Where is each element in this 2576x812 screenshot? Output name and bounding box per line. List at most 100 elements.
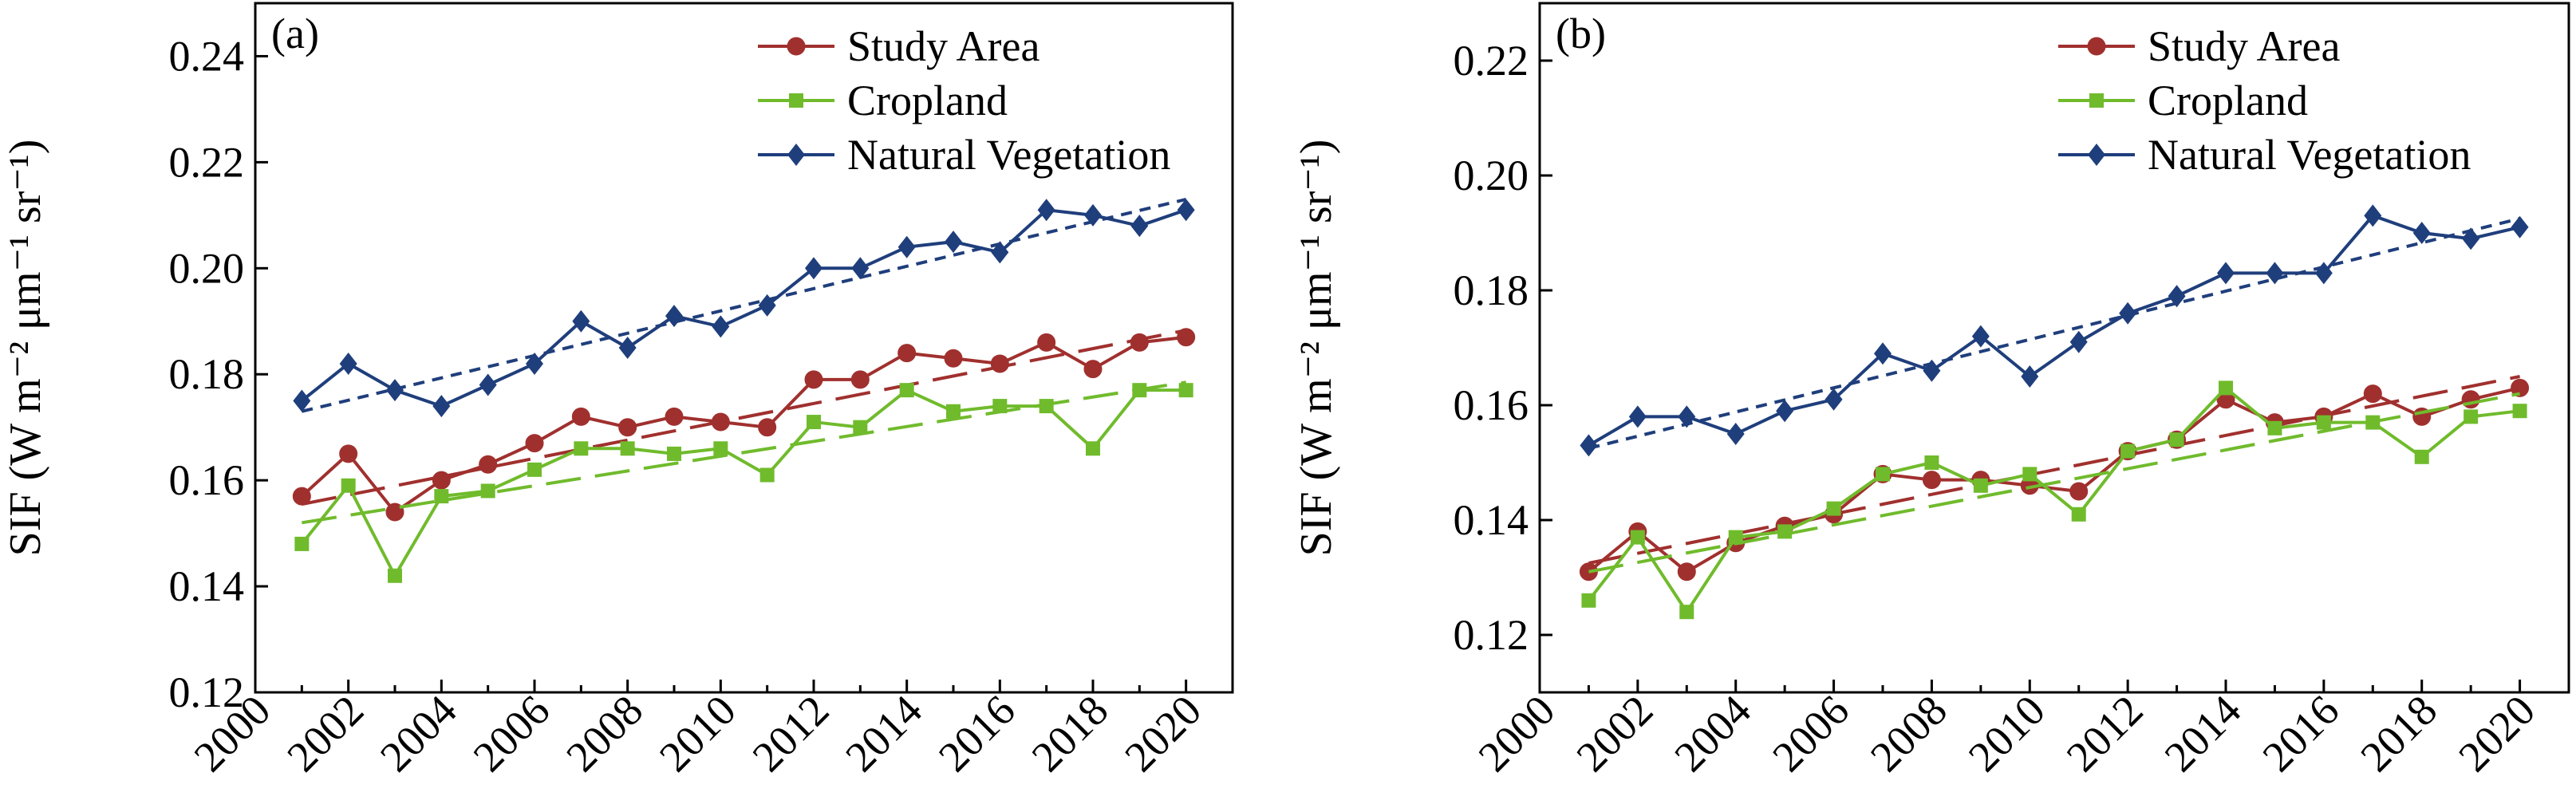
data-point-square <box>620 441 635 456</box>
x-tick-label: 2002 <box>278 686 373 781</box>
data-point-diamond <box>2462 227 2480 250</box>
data-point-diamond <box>339 352 357 375</box>
data-point-circle <box>618 418 637 437</box>
data-point-circle <box>1083 360 1103 379</box>
data-point-square <box>1086 441 1100 456</box>
y-tick-label: 0.12 <box>1454 611 1529 659</box>
data-point-square <box>713 441 728 456</box>
y-tick-label: 0.20 <box>169 244 245 292</box>
legend-label: Natural Vegetation <box>847 131 1170 179</box>
y-tick-label: 0.14 <box>1454 496 1529 544</box>
trend-line <box>1588 392 2520 574</box>
plot-frame <box>254 2 1234 694</box>
data-point-circle <box>479 455 498 474</box>
data-point-square <box>992 399 1008 414</box>
y-axis-title: SIF (W m⁻² μm⁻¹ sr⁻¹) <box>1 140 50 557</box>
data-point-square <box>434 489 449 504</box>
data-point-diamond <box>1628 405 1647 428</box>
y-tick-label: 0.22 <box>1454 37 1529 85</box>
data-point-circle <box>2069 482 2089 501</box>
x-tick-label: 2006 <box>1763 686 1858 781</box>
data-point-circle <box>1922 471 1941 490</box>
data-point-square <box>2512 404 2527 419</box>
data-point-square <box>1924 455 1939 470</box>
data-point-diamond <box>572 309 590 333</box>
data-point-square <box>1630 530 1645 545</box>
data-point-diamond <box>2412 222 2431 244</box>
y-axis-title: SIF (W m⁻² μm⁻¹ sr⁻¹) <box>1292 140 1341 557</box>
trend-line <box>1588 375 2520 565</box>
data-point-square <box>2316 415 2331 430</box>
x-tick-label: 2008 <box>557 686 652 781</box>
data-point-diamond <box>1678 405 1696 428</box>
data-point-square <box>946 404 961 419</box>
legend-label: Natural Vegetation <box>2148 131 2471 179</box>
y-tick-label: 0.12 <box>169 668 245 716</box>
data-point-circle <box>850 370 870 389</box>
data-point-circle <box>665 407 684 426</box>
data-point-square <box>789 93 803 108</box>
data-point-square <box>2071 507 2086 522</box>
data-point-circle <box>525 434 544 453</box>
data-point-circle <box>292 487 311 506</box>
legend-label: Cropland <box>2148 77 2308 124</box>
x-tick-label: 2012 <box>2057 686 2152 781</box>
x-tick-label: 2000 <box>1469 686 1564 781</box>
data-point-square <box>388 568 402 583</box>
legend: Study Area Cropland Natural Vegetation <box>2058 22 2471 179</box>
data-point-square <box>2169 432 2184 447</box>
legend-label: Study Area <box>847 22 1040 70</box>
data-point-square <box>667 446 681 461</box>
x-tick-label: 2010 <box>650 686 745 781</box>
data-point-square <box>1039 399 1054 414</box>
y-tick-label: 0.16 <box>1454 381 1529 429</box>
data-point-square <box>2022 467 2038 482</box>
y-tick-label: 0.22 <box>169 138 245 186</box>
x-tick-label: 2012 <box>744 686 838 781</box>
data-point-square <box>2464 409 2479 424</box>
y-tick-label: 0.16 <box>169 456 245 504</box>
data-point-diamond <box>897 235 916 258</box>
data-point-square <box>1581 593 1596 608</box>
data-point-diamond <box>1130 215 1149 238</box>
data-point-circle <box>432 471 451 490</box>
data-point-square <box>527 462 542 477</box>
data-point-square <box>1973 478 1988 493</box>
data-point-diamond <box>479 373 497 396</box>
x-tick-label: 2004 <box>371 686 466 781</box>
data-point-diamond <box>787 144 805 166</box>
x-tick-label: 2016 <box>2254 686 2349 781</box>
data-point-square <box>807 415 821 430</box>
data-point-diamond <box>665 305 683 328</box>
chart-panel-a: 0.120.140.160.180.200.220.24200020022004… <box>1 2 1234 781</box>
x-tick-label: 2016 <box>929 686 1024 781</box>
data-point-square <box>1728 530 1743 545</box>
legend: Study Area Cropland Natural Vegetation <box>758 22 1170 179</box>
data-point-circle <box>1677 562 1696 581</box>
x-tick-label: 2014 <box>836 686 931 781</box>
y-tick-label: 0.18 <box>169 350 245 398</box>
data-point-square <box>1178 383 1193 398</box>
series-cropland <box>294 380 1193 583</box>
series-study-area <box>1579 375 2530 581</box>
data-point-diamond <box>2266 262 2284 285</box>
data-point-diamond <box>293 389 311 412</box>
data-point-square <box>2219 380 2233 396</box>
data-point-diamond <box>805 257 823 280</box>
data-point-diamond <box>2168 285 2186 308</box>
legend-label: Study Area <box>2148 22 2341 70</box>
data-point-diamond <box>2069 330 2088 353</box>
data-point-square <box>294 536 310 551</box>
trend-line <box>1588 217 2521 450</box>
data-point-square <box>2414 449 2429 464</box>
data-point-diamond <box>2511 215 2529 238</box>
x-tick-label: 2002 <box>1568 686 1663 781</box>
data-point-square <box>1679 605 1694 620</box>
x-tick-label: 2020 <box>2449 686 2544 781</box>
data-point-diamond <box>1580 434 1598 457</box>
trend-line <box>301 197 1187 413</box>
data-point-circle <box>571 407 590 426</box>
data-point-diamond <box>712 315 730 338</box>
data-point-diamond <box>2021 365 2039 388</box>
